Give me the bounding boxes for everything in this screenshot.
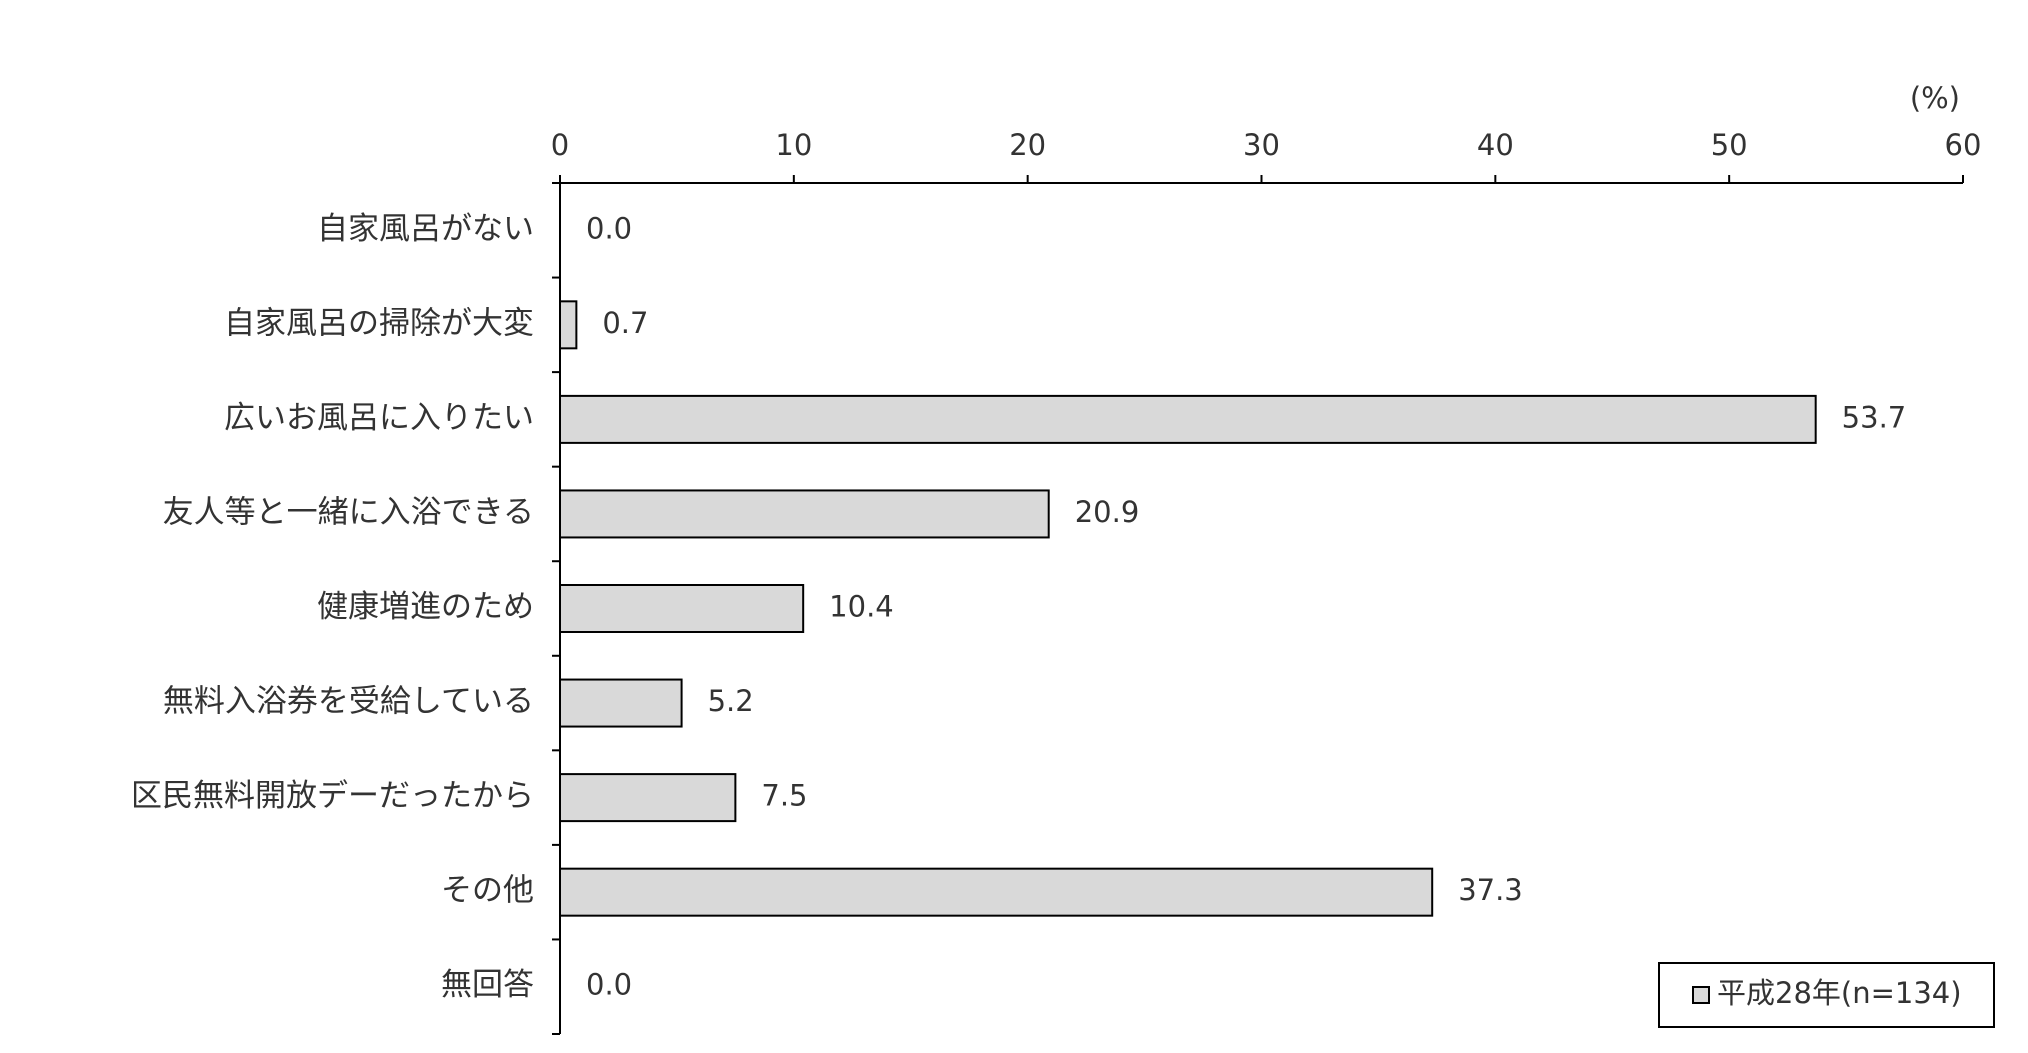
y-tick-label: 自家風呂がない bbox=[317, 211, 534, 247]
value-label: 5.2 bbox=[708, 684, 754, 718]
bar bbox=[559, 867, 1434, 917]
x-tick-label: 40 bbox=[1477, 128, 1514, 162]
x-tick-label: 0 bbox=[551, 128, 569, 162]
y-tick-label: 自家風呂の掃除が大変 bbox=[224, 305, 534, 341]
legend-box bbox=[1658, 962, 1995, 1028]
x-tick-label: 10 bbox=[775, 128, 812, 162]
y-tick-label: 友人等と一緒に入浴できる bbox=[163, 494, 534, 530]
value-label: 10.4 bbox=[829, 590, 894, 624]
value-label: 20.9 bbox=[1075, 495, 1140, 529]
y-tick-label: その他 bbox=[441, 873, 534, 909]
y-tick-label: 区民無料開放デーだったから bbox=[131, 778, 534, 814]
x-tick-label: 60 bbox=[1945, 128, 1982, 162]
x-tick-label: 30 bbox=[1243, 128, 1280, 162]
bar bbox=[559, 394, 1817, 444]
legend-label: 平成28年(n=134) bbox=[1717, 976, 1962, 1010]
bar bbox=[559, 584, 805, 633]
value-label: 53.7 bbox=[1842, 400, 1907, 434]
value-label: 7.5 bbox=[761, 779, 807, 813]
legend-swatch bbox=[1692, 986, 1710, 1004]
bar bbox=[559, 489, 1050, 539]
bar bbox=[559, 678, 683, 728]
y-tick-label: 無回答 bbox=[441, 967, 534, 1003]
value-label: 0.0 bbox=[586, 211, 632, 245]
x-tick-label: 20 bbox=[1009, 128, 1046, 162]
y-tick-label: 無料入浴券を受給している bbox=[163, 684, 534, 720]
y-tick-label: 広いお風呂に入りたい bbox=[224, 400, 534, 436]
bar bbox=[559, 773, 737, 823]
value-label: 0.0 bbox=[586, 968, 632, 1002]
unit-label: (%) bbox=[1910, 81, 1960, 115]
bar bbox=[559, 300, 578, 350]
value-label: 0.7 bbox=[602, 306, 648, 340]
x-tick-label: 50 bbox=[1711, 128, 1748, 162]
y-tick-label: 健康増進のため bbox=[317, 589, 534, 625]
value-label: 37.3 bbox=[1458, 873, 1523, 907]
